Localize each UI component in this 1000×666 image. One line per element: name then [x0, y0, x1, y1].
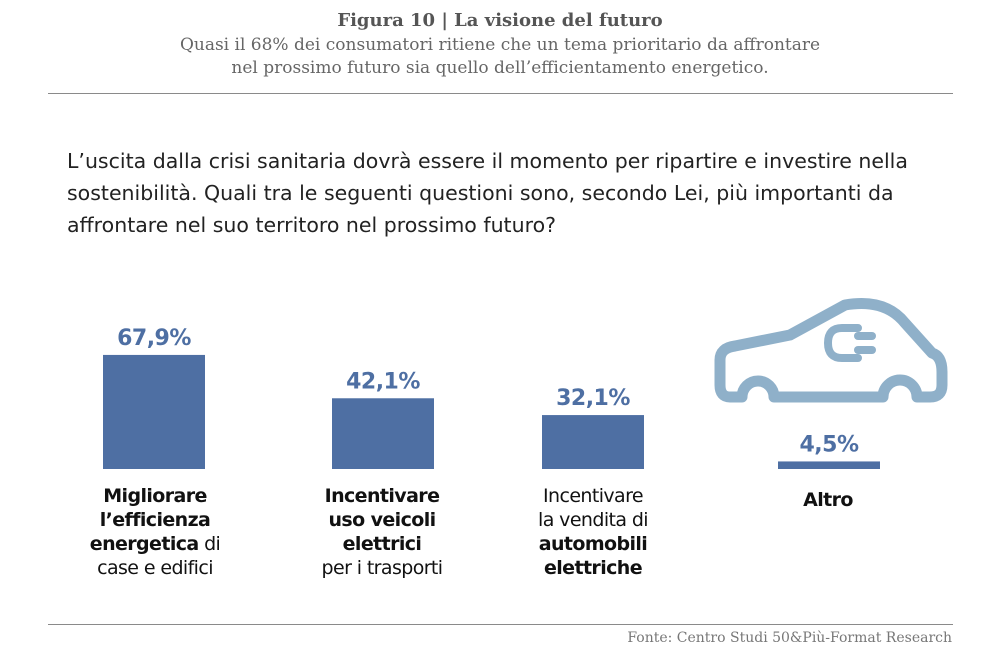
- car-body-outline: [714, 297, 948, 403]
- label-1-line-3-bold: energetica: [89, 533, 199, 555]
- label-2-line-4: per i trasporti: [321, 557, 444, 579]
- category-label-2: Incentivare uso veicoli elettrici per i …: [272, 484, 492, 580]
- value-label-3: 32,1%: [556, 386, 630, 411]
- bar-2: [332, 398, 434, 469]
- survey-question: L’uscita dalla crisi sanitaria dovrà ess…: [67, 149, 908, 237]
- figure-header: Figura 10 | La visione del futuro Quasi …: [0, 8, 1000, 80]
- label-3-line-1: Incentivare: [543, 485, 644, 507]
- category-label-3: Incentivare la vendita di automobili ele…: [483, 484, 703, 580]
- figure-title: Figura 10 | La visione del futuro: [337, 10, 663, 31]
- source-note: Fonte: Centro Studi 50&Più-Format Resear…: [627, 630, 952, 646]
- bar-1: [103, 354, 205, 469]
- label-2-line-2: uso veicoli: [328, 509, 436, 531]
- bars-layer: [103, 354, 880, 469]
- bar-chart: 67,9% 42,1% 32,1% 4,5%: [103, 297, 948, 469]
- value-label-2: 42,1%: [346, 369, 420, 394]
- label-1-line-1: Migliorare: [103, 485, 207, 507]
- plug-icon: [824, 324, 876, 362]
- label-1-line-4: case e edifici: [97, 557, 213, 579]
- label-3-line-4: elettriche: [543, 557, 643, 579]
- label-1-line-2: l’efficienza: [99, 509, 211, 531]
- category-label-4: Altro: [718, 488, 938, 512]
- label-2-line-1: Incentivare: [324, 485, 440, 507]
- figure-subtitle-line-2: nel prossimo futuro sia quello dell’effi…: [231, 58, 769, 78]
- bar-3: [542, 415, 644, 469]
- top-divider: [48, 93, 953, 94]
- label-2-line-3: elettrici: [342, 533, 422, 555]
- label-1-line-3-normal: di: [198, 533, 221, 555]
- label-3-line-2: la vendita di: [538, 509, 649, 531]
- bar-4: [778, 461, 880, 469]
- label-4-line-1: Altro: [803, 489, 853, 511]
- bottom-divider: [48, 624, 953, 625]
- value-label-4: 4,5%: [799, 432, 858, 457]
- value-labels-layer: 67,9% 42,1% 32,1% 4,5%: [117, 326, 859, 458]
- value-label-1: 67,9%: [117, 326, 191, 351]
- plug-head: [824, 324, 862, 362]
- category-label-1: Migliorare l’efficienza energetica di ca…: [45, 484, 265, 580]
- label-3-line-3: automobili: [538, 533, 648, 555]
- figure-subtitle-line-1: Quasi il 68% dei consumatori ritiene che…: [179, 35, 821, 55]
- electric-car-icon: [714, 297, 948, 403]
